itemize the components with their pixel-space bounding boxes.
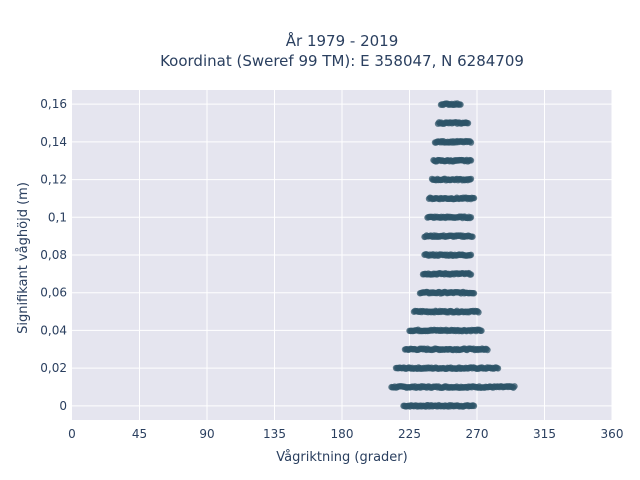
scatter-point [467,214,475,221]
chart-title-line2: Koordinat (Sweref 99 TM): E 358047, N 62… [160,52,524,70]
scatter-point [470,194,478,202]
scatter-point [467,175,475,183]
x-tick-label: 45 [132,427,147,441]
x-tick-label: 135 [263,427,286,441]
scatter-point [467,251,475,259]
y-tick-label: 0,14 [40,135,67,149]
y-tick-label: 0,02 [40,361,67,375]
scatter-point [484,346,491,354]
scatter-point [469,233,476,240]
y-tick-label: 0 [59,399,67,413]
grid-lines [72,90,613,420]
x-tick-label: 270 [466,427,489,441]
scatter-point [464,120,472,127]
y-tick-label: 0,12 [40,173,67,187]
y-tick-label: 0,1 [48,210,67,224]
y-axis-ticks: 0 0,02 0,04 0,06 0,08 0,1 0,12 0,14 0,16 [40,97,67,413]
scatter-point [478,327,485,334]
x-tick-label: 0 [68,427,76,441]
x-tick-label: 360 [601,427,624,441]
scatter-point [511,383,518,390]
x-tick-label: 90 [199,427,214,441]
scatter-point [494,365,502,372]
data-points [388,100,518,410]
x-axis-label: Vågriktning (grader) [276,450,407,465]
y-axis-label: Signifikant våghöjd (m) [16,182,31,334]
y-tick-label: 0,16 [40,97,67,111]
x-tick-label: 315 [533,427,556,441]
scatter-point [457,101,464,108]
x-tick-label: 180 [331,427,354,441]
x-axis-ticks: 0 45 90 135 180 225 270 315 360 [68,427,623,441]
scatter-point [467,271,475,278]
scatter-point [467,139,475,146]
scatter-point [475,309,482,316]
x-tick-label: 225 [398,427,421,441]
y-tick-label: 0,04 [40,323,67,337]
chart-title-line1: År 1979 - 2019 [286,31,399,50]
scatter-point [470,290,478,297]
y-tick-label: 0,08 [40,248,67,262]
scatter-point [467,157,475,164]
scatter-point [470,402,478,410]
y-tick-label: 0,06 [40,286,67,300]
